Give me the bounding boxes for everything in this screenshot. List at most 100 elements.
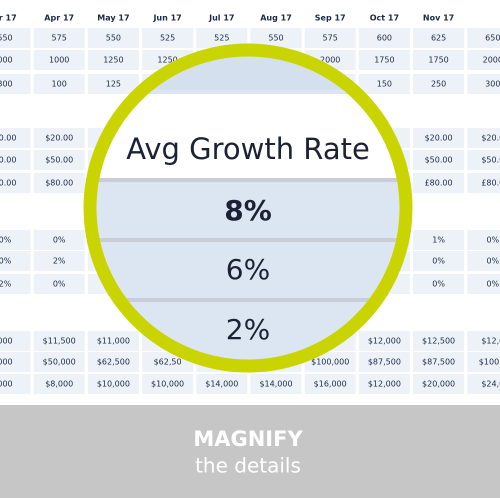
cell [87, 28, 139, 48]
cell-text: 0% [0, 257, 12, 266]
cell-text: $20,000 [422, 380, 455, 389]
cell-text: 000 [0, 337, 13, 346]
cell-text: 150 [377, 80, 392, 89]
cell-text: 250 [431, 80, 446, 89]
cell-text: 20.00 [0, 134, 16, 143]
cell [250, 28, 302, 48]
cell-text: 625 [431, 34, 446, 43]
cell [0, 374, 31, 394]
column-header: Oct 17 [370, 14, 399, 23]
cell-text: $100,000 [311, 358, 349, 367]
cell-text: $87,500 [368, 358, 401, 367]
cell-text: 575 [52, 34, 67, 43]
cell [467, 128, 500, 148]
cell-text: 125 [106, 80, 121, 89]
cell-text: $20.00 [45, 134, 73, 143]
cell-text: 0% [53, 280, 66, 289]
cell-text: 300 [0, 80, 13, 89]
cell [250, 374, 302, 394]
cell-text: $10,000 [151, 380, 184, 389]
lens-separator [96, 178, 400, 182]
cell [0, 251, 31, 271]
magnifier: Avg Growth Rate 8% 6% 2% [83, 43, 413, 373]
cell-text: $80.00 [45, 179, 73, 188]
cell [413, 352, 465, 372]
column-header: Apr 17 [44, 14, 74, 23]
cell-text: $50.0 [481, 156, 500, 165]
cell-text: 000 [0, 380, 13, 389]
cell [142, 374, 194, 394]
cell [33, 352, 85, 372]
column-header: ar 17 [0, 14, 17, 23]
cell-text: 300 [485, 80, 500, 89]
cell-text: 0% [53, 236, 66, 245]
banner-title: MAGNIFY [193, 427, 303, 451]
cell-text: $11,000 [97, 337, 130, 346]
lens-value: 2% [226, 313, 270, 346]
cell [467, 28, 500, 48]
cell-text: $11,500 [43, 337, 76, 346]
cell-text: $100,0 [479, 358, 500, 367]
cell-text: 550 [0, 34, 13, 43]
cell [467, 50, 500, 70]
cell [467, 274, 500, 294]
cell-text: 000 [0, 358, 13, 367]
cell [33, 173, 85, 193]
cell [358, 74, 410, 94]
cell [33, 374, 85, 394]
cell-text: 000 [0, 56, 13, 65]
cell [467, 331, 500, 351]
cell [0, 28, 31, 48]
cell [467, 352, 500, 372]
cell [413, 128, 465, 148]
cell-text: 1750 [428, 56, 448, 65]
cell [33, 74, 85, 94]
cell [196, 374, 248, 394]
lens-content: Avg Growth Rate 8% 6% 2% [96, 56, 400, 360]
cell [467, 74, 500, 94]
cell-text: 650 [485, 34, 500, 43]
cell [413, 374, 465, 394]
cell [0, 230, 31, 250]
cell-text: $24,0 [481, 380, 500, 389]
lens-ring [83, 43, 413, 373]
cell [467, 173, 500, 193]
cell-text: $50.00 [45, 156, 73, 165]
cell [33, 150, 85, 170]
cell [358, 331, 410, 351]
cell [33, 128, 85, 148]
cell-text: 0% [486, 257, 499, 266]
cell-text: 525 [160, 34, 175, 43]
cell-text: $62,50 [154, 358, 182, 367]
cell-text: 525 [214, 34, 229, 43]
cell-text: 0% [486, 280, 499, 289]
cell [0, 150, 31, 170]
lens-separator [96, 238, 400, 242]
cell [413, 230, 465, 250]
cell-text: 50.00 [0, 156, 16, 165]
cell [33, 331, 85, 351]
cell [0, 352, 31, 372]
cell-text: 1250 [157, 56, 177, 65]
column-header: Sep 17 [315, 14, 346, 23]
cell-text: 550 [268, 34, 283, 43]
cell-text: $12,000 [368, 337, 401, 346]
cell [358, 352, 410, 372]
cell-text: 100 [52, 80, 67, 89]
cell-text: 1750 [374, 56, 394, 65]
cell [0, 128, 31, 148]
cell-text: 550 [106, 34, 121, 43]
cell [467, 374, 500, 394]
cell-text: 0% [486, 236, 499, 245]
lens-value: 8% [224, 194, 272, 227]
cell-text: 1% [432, 236, 445, 245]
cell-text: $8,000 [45, 380, 73, 389]
cell-text: 2000 [320, 56, 340, 65]
cell-text: $10,000 [97, 380, 130, 389]
cell-text: 2% [53, 257, 66, 266]
cell [33, 274, 85, 294]
column-header: Nov 17 [423, 14, 454, 23]
cell-text: $14,000 [205, 380, 238, 389]
cell-text: 1250 [103, 56, 123, 65]
cell [0, 50, 31, 70]
